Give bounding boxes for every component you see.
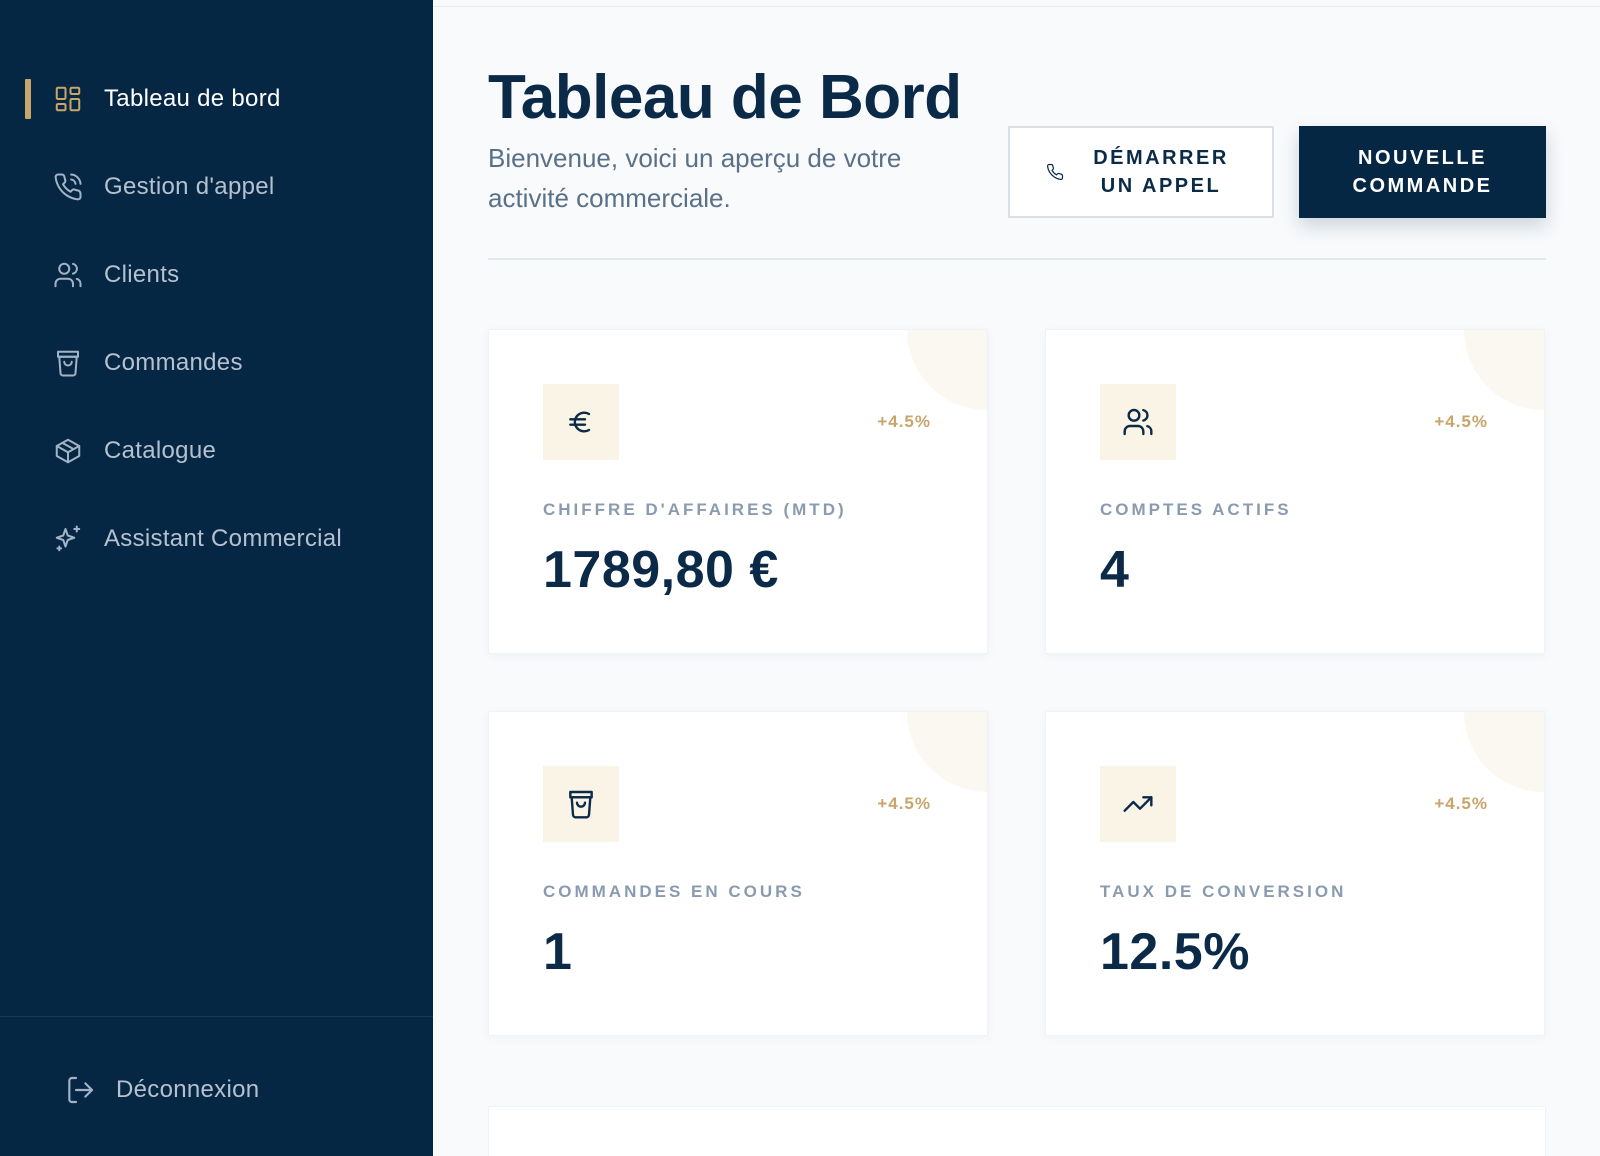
sidebar-item-catalogue[interactable]: Catalogue: [0, 407, 433, 495]
sidebar-item-label: Clients: [104, 261, 180, 288]
shopping-bag-icon: [543, 766, 619, 842]
stat-card-conversion-rate: +4.5% TAUX DE CONVERSION 12.5%: [1045, 711, 1545, 1036]
page-subtitle: Bienvenue, voici un aperçu de votre acti…: [488, 143, 902, 213]
dashboard-icon: [52, 83, 84, 115]
stat-label: COMMANDES EN COURS: [543, 882, 805, 901]
stat-value: 12.5%: [1100, 923, 1250, 981]
phone-icon: [52, 171, 84, 203]
top-border: [433, 6, 1600, 7]
stat-value: 4: [1100, 541, 1130, 599]
sidebar-item-label: Assistant Commercial: [104, 525, 343, 552]
stat-value: 1: [543, 923, 573, 981]
shopping-bag-icon: [52, 347, 84, 379]
sidebar-item-gestion-appel[interactable]: Gestion d'appel: [0, 143, 433, 231]
sidebar-item-tableau-de-bord[interactable]: Tableau de bord: [0, 55, 433, 143]
phone-icon: [1046, 163, 1064, 181]
start-call-button[interactable]: DÉMARRER UN APPEL: [1008, 126, 1274, 218]
card-decoration: [1464, 712, 1544, 792]
trend-badge: +4.5%: [877, 412, 931, 431]
sidebar-item-clients[interactable]: Clients: [0, 231, 433, 319]
card-decoration: [907, 712, 987, 792]
start-call-label: DÉMARRER UN APPEL: [1093, 147, 1229, 197]
stat-label: TAUX DE CONVERSION: [1100, 882, 1347, 901]
trending-up-icon: [1100, 766, 1176, 842]
users-icon: [52, 259, 84, 291]
card-decoration: [1464, 330, 1544, 410]
package-icon: [52, 435, 84, 467]
new-order-label: NOUVELLE COMMANDE: [1352, 147, 1493, 197]
sidebar-item-label: Gestion d'appel: [104, 173, 275, 200]
users-icon: [1100, 384, 1176, 460]
sidebar-item-label: Commandes: [104, 349, 243, 376]
euro-icon: [543, 384, 619, 460]
stat-value: 1789,80 €: [543, 541, 779, 599]
stat-label: CHIFFRE D'AFFAIRES (MTD): [543, 500, 847, 519]
card-decoration: [907, 330, 987, 410]
main-content: Tableau de Bord Bienvenue, voici un aper…: [433, 0, 1600, 1156]
stat-card-active-accounts: +4.5% COMPTES ACTIFS 4: [1045, 329, 1545, 654]
sidebar-item-commandes[interactable]: Commandes: [0, 319, 433, 407]
sidebar-divider: [0, 1016, 433, 1017]
sidebar-nav: Tableau de bord Gestion d'appel Clients …: [0, 55, 433, 583]
sidebar-item-label: Catalogue: [104, 437, 217, 464]
sidebar: Tableau de bord Gestion d'appel Clients …: [0, 0, 433, 1156]
header-divider: [488, 258, 1546, 260]
stat-card-revenue: +4.5% CHIFFRE D'AFFAIRES (MTD) 1789,80 €: [488, 329, 988, 654]
trend-badge: +4.5%: [877, 794, 931, 813]
sparkles-icon: [52, 523, 84, 555]
bottom-panel: [488, 1106, 1546, 1156]
sidebar-item-assistant-commercial[interactable]: Assistant Commercial: [0, 495, 433, 583]
page-title: Tableau de Bord: [488, 63, 962, 132]
logout-label: Déconnexion: [116, 1076, 260, 1103]
logout-button[interactable]: Déconnexion: [64, 1066, 259, 1114]
active-indicator: [25, 79, 31, 119]
trend-badge: +4.5%: [1434, 794, 1488, 813]
stat-label: COMPTES ACTIFS: [1100, 500, 1292, 519]
new-order-button[interactable]: NOUVELLE COMMANDE: [1299, 126, 1546, 218]
logout-icon: [68, 1076, 94, 1104]
trend-badge: +4.5%: [1434, 412, 1488, 431]
stat-card-orders-in-progress: +4.5% COMMANDES EN COURS 1: [488, 711, 988, 1036]
sidebar-item-label: Tableau de bord: [104, 85, 281, 112]
